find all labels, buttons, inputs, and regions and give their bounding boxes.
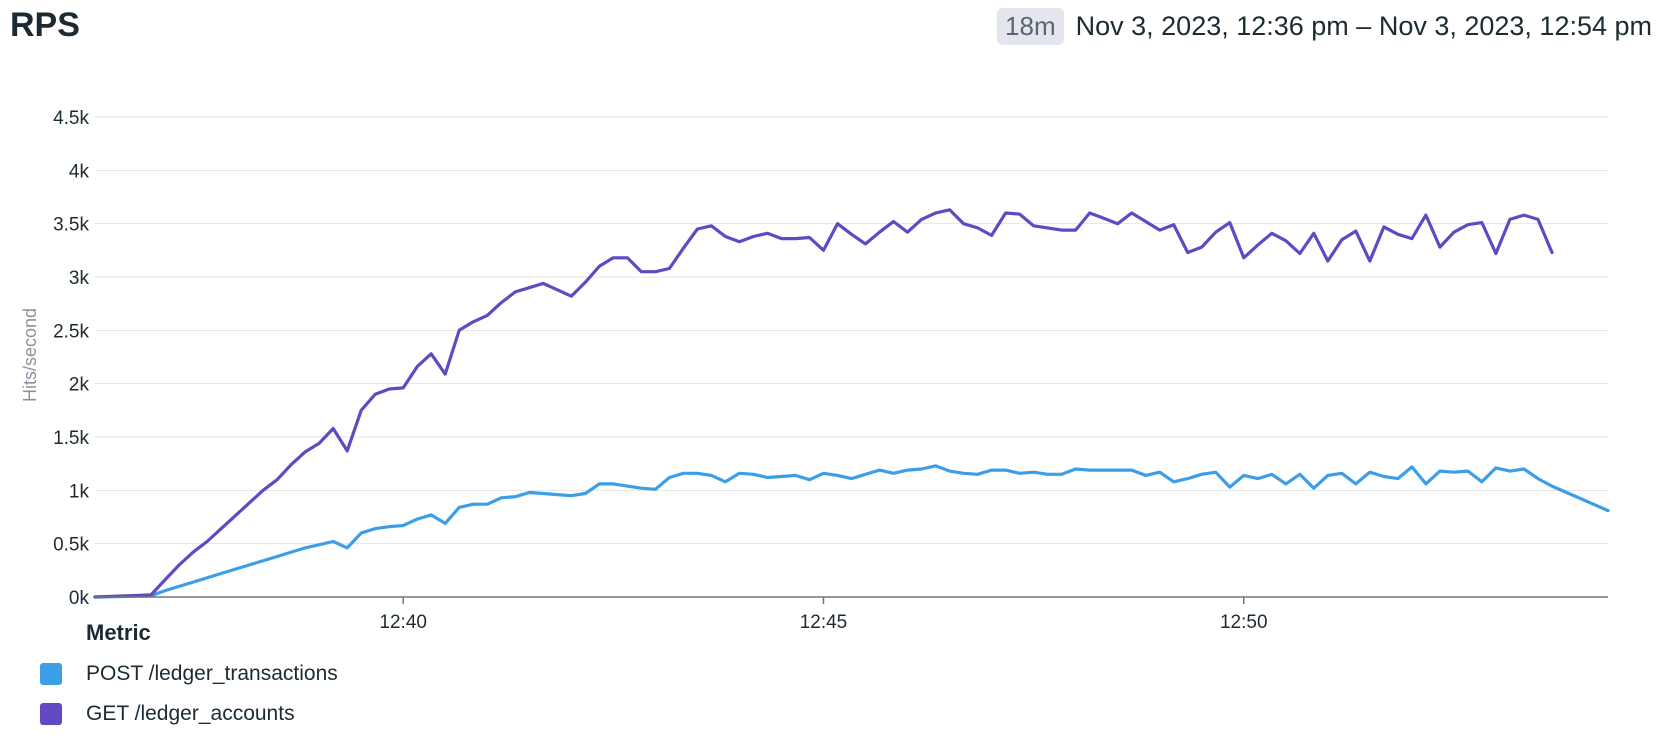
legend: Metric POST /ledger_transactions GET /le… bbox=[40, 620, 338, 726]
series-line-post-ledger-transactions bbox=[93, 464, 1610, 599]
x-tick-label: 12:45 bbox=[800, 612, 848, 633]
time-range-label: Nov 3, 2023, 12:36 pm – Nov 3, 2023, 12:… bbox=[1075, 11, 1652, 41]
grid-lines bbox=[95, 116, 1608, 545]
y-axis-ticks: 0k 0.5k 1k 1.5k 2k 2.5k 3k 3.5k 4k 4.5k bbox=[53, 108, 89, 609]
y-axis-label: Hits/second bbox=[20, 308, 40, 402]
legend-label: POST /ledger_transactions bbox=[86, 662, 338, 685]
x-tick-label: 12:40 bbox=[379, 612, 427, 633]
y-tick-label: 0.5k bbox=[53, 535, 89, 556]
y-tick-label: 2k bbox=[69, 375, 90, 396]
legend-swatch-icon bbox=[40, 703, 62, 725]
y-tick-label: 3.5k bbox=[53, 215, 89, 236]
y-tick-label: 3k bbox=[69, 268, 90, 289]
duration-badge[interactable]: 18m bbox=[997, 8, 1064, 45]
time-range[interactable]: 18m Nov 3, 2023, 12:36 pm – Nov 3, 2023,… bbox=[997, 8, 1652, 45]
x-tick-label: 12:50 bbox=[1220, 612, 1268, 633]
legend-swatch-icon bbox=[40, 663, 62, 685]
page-title: RPS bbox=[10, 6, 80, 44]
y-tick-label: 1k bbox=[69, 481, 90, 502]
y-tick-label: 2.5k bbox=[53, 321, 89, 342]
legend-item-get-ledger-accounts[interactable]: GET /ledger_accounts bbox=[40, 702, 338, 726]
legend-item-post-ledger-transactions[interactable]: POST /ledger_transactions bbox=[40, 662, 338, 686]
y-tick-label: 4k bbox=[69, 161, 90, 182]
series-line-get-ledger-accounts bbox=[93, 208, 1554, 599]
legend-title: Metric bbox=[86, 620, 151, 645]
y-tick-label: 4.5k bbox=[53, 108, 89, 129]
series-lines bbox=[93, 208, 1610, 599]
y-tick-label: 0k bbox=[69, 588, 90, 609]
x-axis-ticks: 12:40 12:45 12:50 bbox=[379, 597, 1268, 633]
y-tick-label: 1.5k bbox=[53, 428, 89, 449]
legend-label: GET /ledger_accounts bbox=[86, 702, 295, 725]
